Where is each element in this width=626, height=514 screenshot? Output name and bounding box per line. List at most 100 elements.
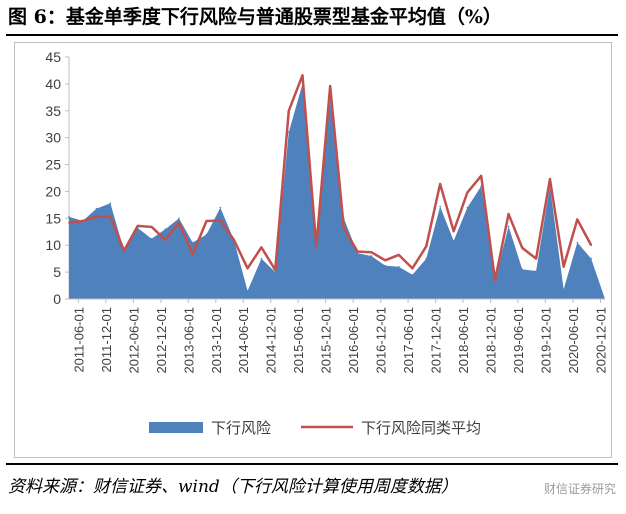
- data-point-peer-average: [397, 254, 400, 256]
- x-tick-label: 2016-06-01: [346, 307, 361, 374]
- y-tick-label: 0: [53, 291, 61, 307]
- data-point-peer-average: [274, 269, 277, 271]
- y-tick-label: 45: [45, 49, 61, 65]
- data-point-peer-average: [549, 178, 551, 180]
- data-point-downside-risk: [466, 206, 469, 209]
- data-point-peer-average: [68, 221, 70, 224]
- data-point-peer-average: [81, 220, 84, 222]
- data-point-peer-average: [233, 239, 235, 241]
- data-point-downside-risk: [95, 207, 98, 210]
- data-point-downside-risk: [576, 241, 579, 244]
- data-point-peer-average: [480, 175, 482, 177]
- x-tick-label: 2020-12-01: [593, 307, 608, 374]
- data-point-downside-risk: [425, 257, 428, 260]
- data-point-downside-risk: [191, 241, 194, 244]
- data-point-peer-average: [356, 250, 359, 253]
- x-tick-label: 2015-12-01: [319, 307, 334, 374]
- bottom-rule: [6, 463, 618, 465]
- y-tick-label: 10: [45, 237, 61, 253]
- data-point-downside-risk: [287, 131, 290, 134]
- x-tick-label: 2013-12-01: [209, 307, 224, 374]
- data-point-peer-average: [287, 109, 290, 112]
- data-point-peer-average: [95, 215, 98, 218]
- data-point-downside-risk: [178, 217, 180, 220]
- x-tick-label: 2011-06-01: [71, 307, 86, 373]
- data-point-peer-average: [109, 215, 112, 218]
- data-point-peer-average: [301, 74, 304, 77]
- y-tick-label: 30: [45, 130, 61, 146]
- data-point-peer-average: [329, 85, 331, 87]
- data-point-downside-risk: [452, 240, 455, 242]
- data-point-peer-average: [370, 251, 373, 254]
- data-point-peer-average: [535, 257, 537, 260]
- data-point-peer-average: [315, 245, 318, 248]
- x-axis: 2011-06-01 2011-12-01 2012-06-01 2012-12-01…: [69, 298, 608, 374]
- x-tick-label: 2015-06-01: [291, 307, 306, 374]
- x-tick-label: 2018-12-01: [484, 307, 499, 374]
- data-point-peer-average: [425, 245, 428, 248]
- x-tick-label: 2020-06-01: [566, 307, 581, 374]
- data-point-peer-average: [219, 219, 222, 222]
- data-point-peer-average: [164, 239, 167, 241]
- data-point-peer-average: [136, 225, 139, 227]
- y-tick-label: 40: [45, 76, 61, 92]
- data-point-peer-average: [576, 218, 579, 221]
- data-point-peer-average: [521, 247, 524, 249]
- legend-swatch-downside-risk: [149, 422, 203, 433]
- data-point-peer-average: [205, 220, 208, 222]
- x-tick-label: 2017-12-01: [429, 307, 444, 374]
- data-point-downside-risk: [150, 237, 153, 240]
- data-point-peer-average: [439, 183, 441, 185]
- data-point-peer-average: [411, 267, 414, 270]
- y-tick-label: 25: [45, 157, 61, 173]
- data-point-downside-risk: [384, 264, 387, 267]
- data-point-downside-risk: [439, 205, 441, 208]
- data-point-downside-risk: [109, 202, 112, 205]
- plot-area: [68, 74, 605, 299]
- data-point-peer-average: [590, 244, 592, 247]
- data-point-downside-risk: [521, 268, 524, 271]
- legend-label-downside-risk: 下行风险: [211, 419, 271, 437]
- data-point-downside-risk: [411, 274, 414, 276]
- data-point-downside-risk: [219, 206, 222, 209]
- y-tick-label: 5: [53, 264, 61, 280]
- data-point-peer-average: [343, 227, 345, 229]
- top-rule: [6, 34, 618, 36]
- source-note: 资料来源：财信证券、wind（下行风险计算使用周度数据）: [8, 477, 458, 497]
- x-tick-label: 2017-06-01: [401, 307, 416, 374]
- data-point-downside-risk: [562, 288, 565, 291]
- data-point-downside-risk: [535, 270, 537, 272]
- x-tick-label: 2013-06-01: [181, 307, 196, 374]
- data-point-downside-risk: [590, 257, 592, 260]
- data-point-peer-average: [384, 259, 387, 262]
- x-tick-label: 2014-12-01: [264, 307, 279, 374]
- series-downside-risk-area: [69, 83, 605, 299]
- x-tick-label: 2012-06-01: [126, 307, 141, 374]
- x-tick-label: 2019-06-01: [511, 307, 526, 374]
- data-point-peer-average: [562, 265, 565, 268]
- figure-title: 图 6：基金单季度下行风险与普通股票型基金平均值（%）: [8, 6, 502, 28]
- data-point-peer-average: [246, 267, 249, 270]
- y-tick-label: 35: [45, 103, 61, 119]
- data-point-downside-risk: [370, 255, 373, 257]
- data-point-downside-risk: [507, 225, 510, 228]
- x-tick-label: 2019-12-01: [538, 307, 553, 374]
- x-tick-label: 2012-12-01: [154, 307, 169, 374]
- data-point-downside-risk: [274, 271, 277, 273]
- watermark-text: 财信证券研究: [543, 482, 616, 496]
- data-point-downside-risk: [260, 257, 263, 260]
- data-point-downside-risk: [397, 265, 400, 268]
- x-tick-label: 2018-06-01: [456, 307, 471, 374]
- x-tick-label: 2016-12-01: [374, 307, 389, 374]
- data-point-downside-risk: [68, 215, 70, 218]
- data-point-downside-risk: [164, 228, 167, 230]
- data-point-peer-average: [494, 279, 496, 281]
- legend: 下行风险 下行风险同类平均: [149, 419, 481, 437]
- data-point-downside-risk: [205, 233, 208, 236]
- data-point-peer-average: [178, 221, 180, 224]
- data-point-peer-average: [466, 191, 469, 194]
- y-tick-label: 20: [45, 183, 61, 199]
- data-point-peer-average: [123, 249, 125, 252]
- data-point-peer-average: [191, 253, 194, 256]
